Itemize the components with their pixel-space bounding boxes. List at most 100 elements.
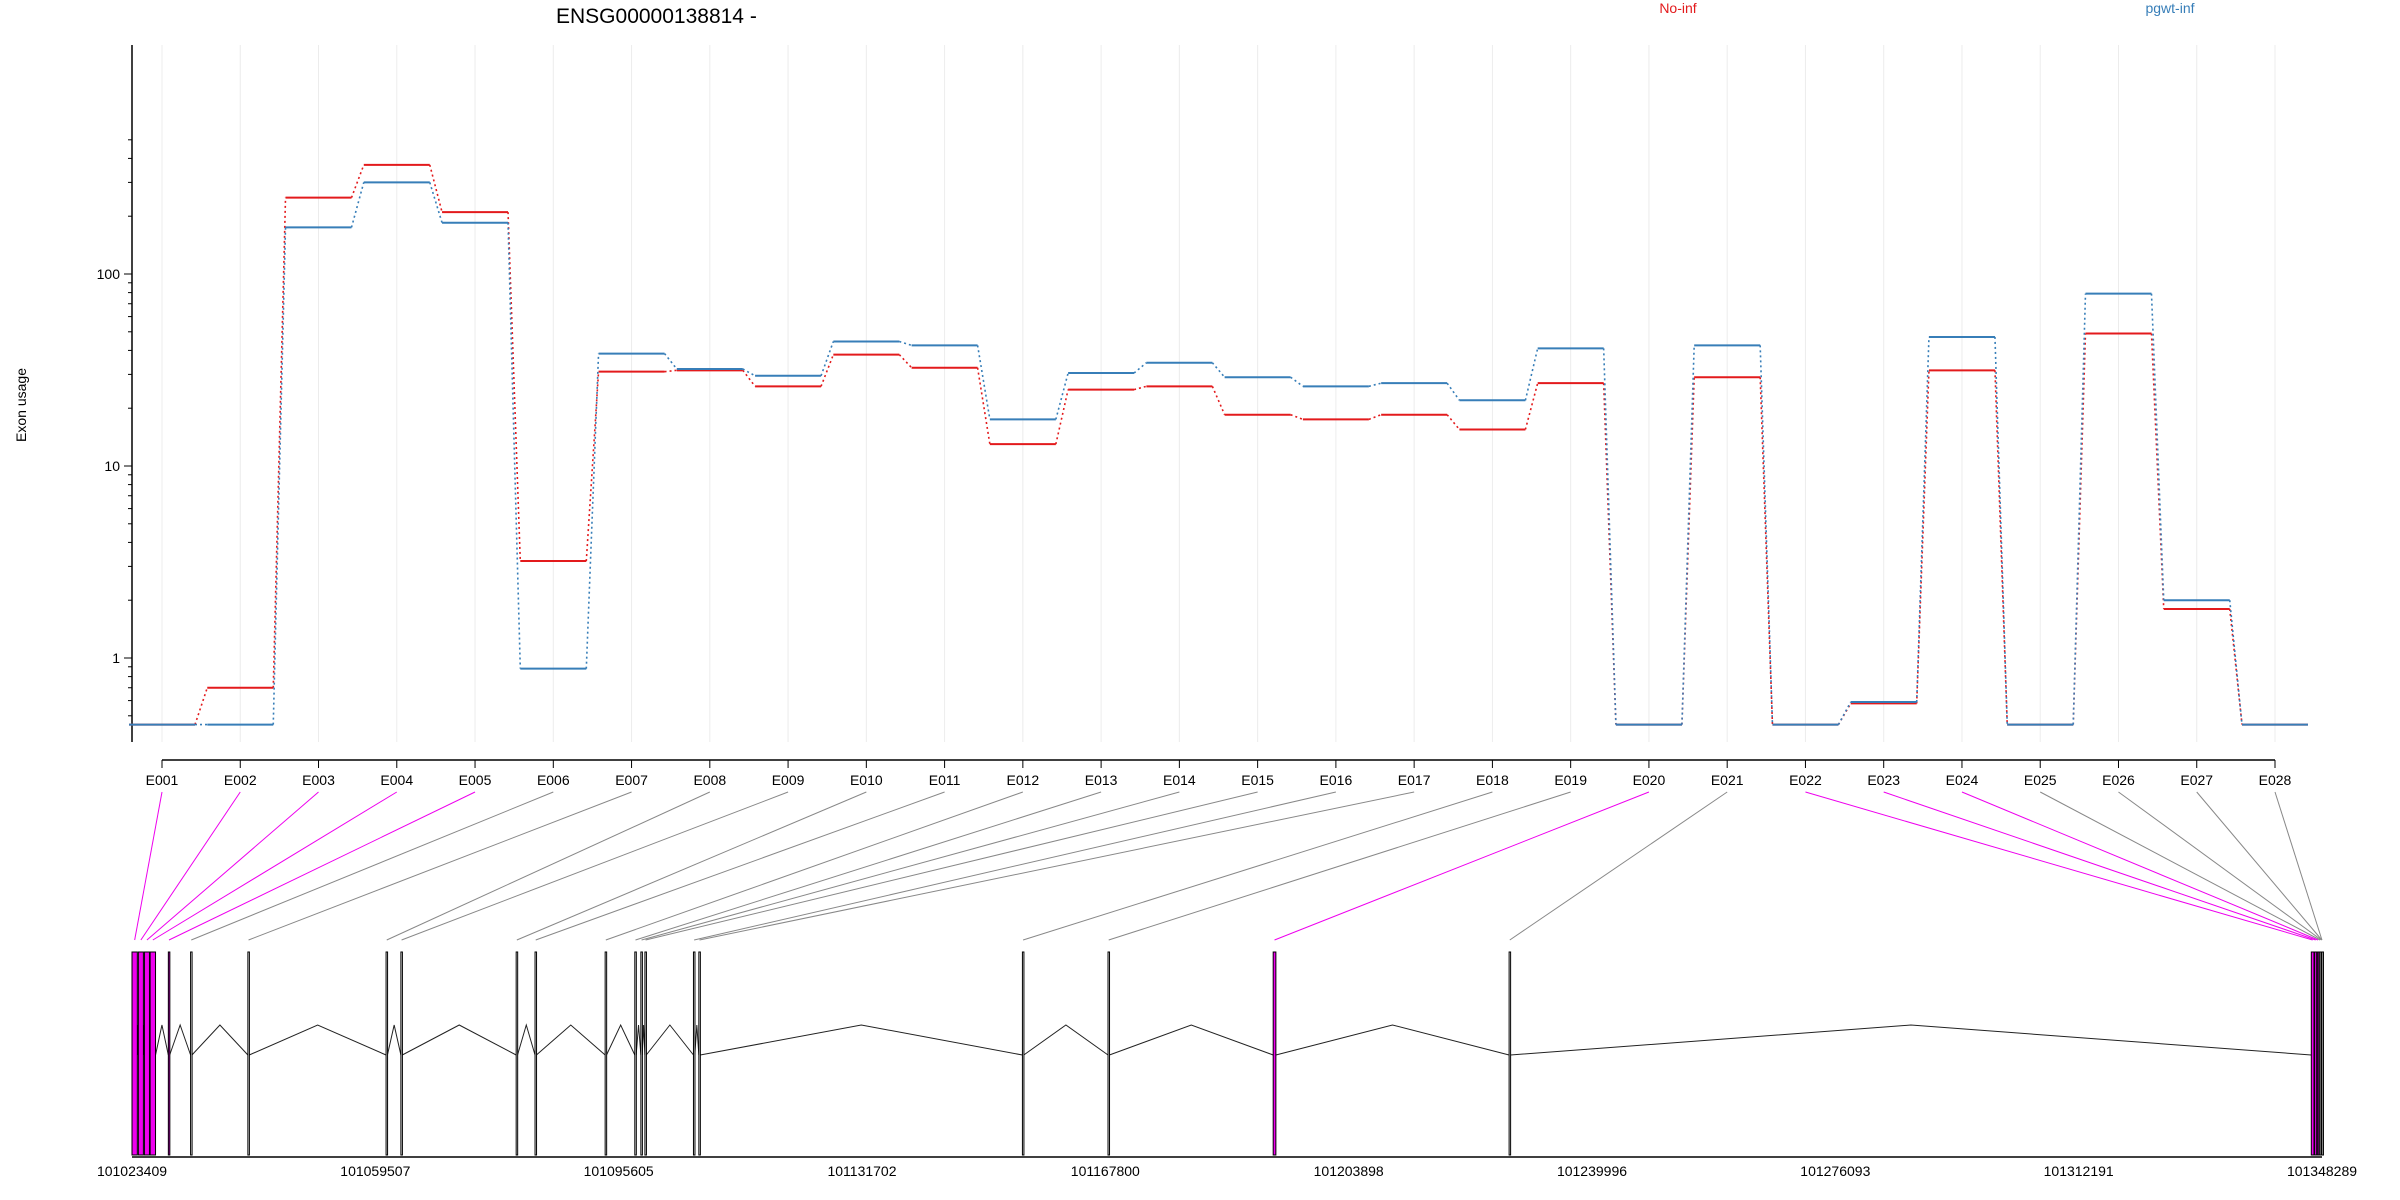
grid-lines [161,45,2276,742]
x-tick-label: E023 [1867,772,1900,788]
x-tick-label: E009 [772,772,805,788]
series-connector [1368,413,1382,421]
exon-box [604,951,608,1156]
exon-connector [386,791,711,941]
exon-box [698,951,701,1156]
exon-connector [152,791,398,941]
series-connector [1681,345,1695,725]
series-connector [194,687,209,725]
coordinate-label: 101276093 [1800,1163,1870,1179]
intron [249,1024,387,1056]
x-tick-label: E011 [929,772,961,788]
x-tick-label: E003 [302,772,335,788]
series-connector [1681,377,1695,725]
exon-box [247,951,250,1156]
series-connector [429,182,443,223]
series-connector [2150,333,2165,610]
series-connector [1837,701,1852,725]
exon-box [385,951,389,1156]
y-tick-label: 1 [112,650,120,666]
x-axis: E001 E002 E003 E004 E005 E006 E007 E008 E009 E010… [146,759,2292,788]
exon-box [2316,951,2320,1156]
exon-connector [168,791,476,941]
exon-connector [641,791,1180,941]
x-tick-label: E019 [1554,772,1587,788]
x-tick-label: E021 [1711,772,1744,788]
exon-connector [140,791,241,941]
x-tick-label: E004 [380,772,413,788]
x-tick-label: E008 [693,772,726,788]
legend: No-inf pgwt-inf [1659,0,2194,16]
exon-connector [2196,791,2323,941]
exon-connector [535,791,945,941]
exon-box [190,951,193,1156]
x-tick-label: E012 [1007,772,1040,788]
x-tick-label: E020 [1633,772,1666,788]
series-connector [1524,348,1539,401]
coordinate-label: 101059507 [340,1163,410,1179]
series-connector [1055,389,1069,445]
x-tick-label: E007 [615,772,648,788]
intron [536,1024,606,1056]
series-connector [742,369,756,387]
series-connector [350,182,365,228]
x-tick-label: E016 [1320,772,1353,788]
exon-box [640,951,643,1156]
series-connector [1290,376,1304,387]
intron [169,1023,192,1056]
intron [155,1024,169,1056]
exon-connector [401,791,789,941]
series-connector [1446,414,1461,430]
exon-box [137,951,144,1156]
series-connector [1290,413,1304,421]
intron [1510,1024,2312,1056]
coordinate-label: 101131702 [827,1163,896,1179]
exon-connector [694,791,1337,941]
exon-connector [146,791,319,941]
intron [635,1024,642,1056]
series-connector [1915,336,1930,703]
series-line [129,181,2308,726]
exon-box [1272,951,1277,1156]
coordinate-label: 101167800 [1071,1163,1140,1179]
x-tick-label: E017 [1398,772,1431,788]
series-connector [742,368,756,377]
x-tick-label: E013 [1085,772,1118,788]
exon-box [2314,951,2318,1156]
coordinate-label: 101239996 [1557,1163,1627,1179]
exon-box [167,951,171,1156]
exon-connector [1022,791,1493,941]
series-connector [1211,362,1226,378]
exon-box [143,951,150,1156]
exon-connector [2039,791,2321,941]
x-tick-label: E018 [1476,772,1509,788]
series-connector [507,212,522,562]
x-tick-label: E025 [2024,772,2057,788]
series-connector [820,354,835,387]
intron [191,1024,249,1056]
x-tick-label: E006 [537,772,570,788]
x-tick-label: E026 [2102,772,2135,788]
exon-box [1021,951,1025,1156]
exon-box [2310,951,2315,1156]
x-tick-label: E027 [2180,772,2213,788]
intron [1275,1024,1510,1056]
y-axis: 1 10 100 [97,45,133,742]
genomic-coordinate-axis: 101023409 101059507 101095605 101131702 1011… [97,1156,2357,1179]
exon-box [1107,951,1111,1156]
series-connector [663,353,678,370]
series-connector [350,164,365,198]
series-connector [899,340,912,347]
exon-box [692,951,696,1156]
exon-connector [191,791,554,941]
exon-box [534,951,538,1156]
series-connector [1759,345,1774,725]
exon-connectors [134,791,2323,941]
exon-box [131,951,138,1156]
exon-connector [1883,791,2316,941]
intron [1023,1024,1109,1056]
exon-box [149,951,157,1156]
series-connector [2150,293,2165,601]
exon-box [1508,951,1512,1156]
series-lines [129,163,2308,726]
